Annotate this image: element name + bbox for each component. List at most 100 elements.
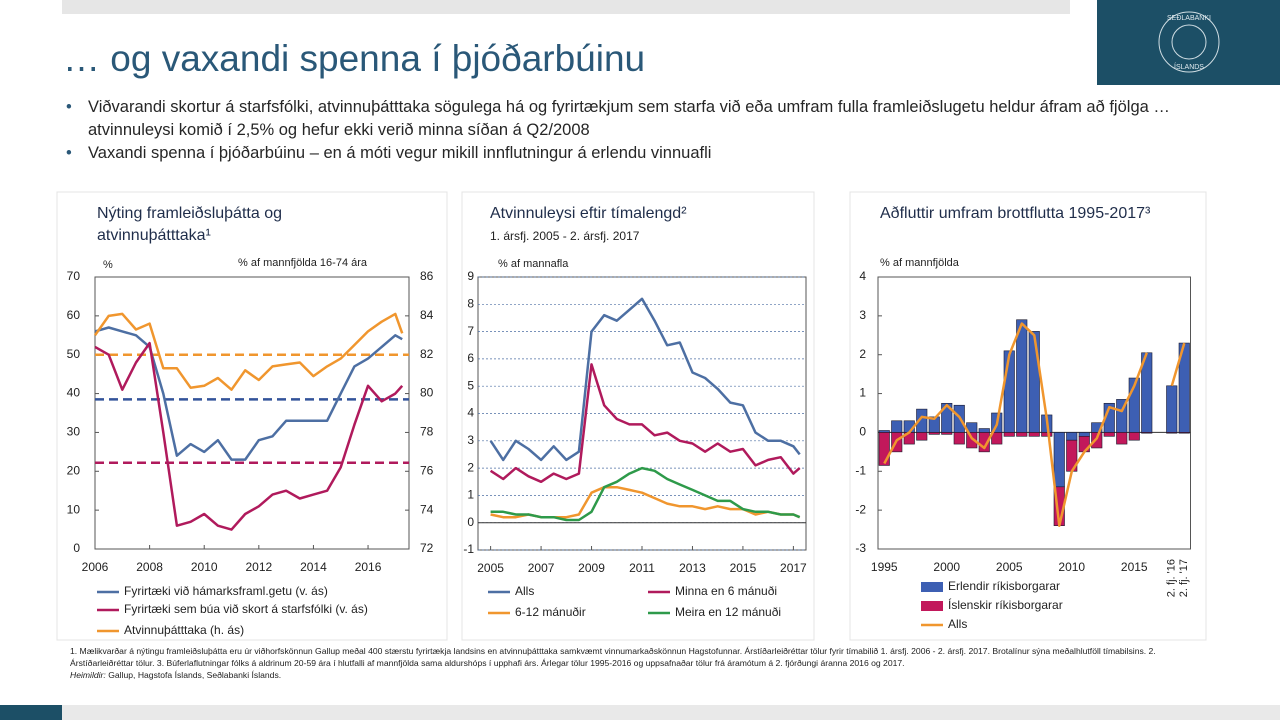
- footnote: 1. Mælikvarðar á nýtingu framleiðsluþátt…: [70, 645, 1210, 681]
- logo-text: SEÐLABANKI: [1167, 15, 1211, 22]
- series-line: [490, 485, 801, 519]
- x-tick-label: 2012: [245, 560, 272, 574]
- series-line: [94, 326, 403, 461]
- y-tick-label: 60: [67, 308, 81, 322]
- logo-text: ÍSLANDS: [1174, 62, 1204, 71]
- y-axis-label: % af mannafla: [498, 258, 569, 270]
- bullet: Vaxandi spenna í þjóðarbúinu – en á móti…: [66, 142, 1248, 165]
- plot-frame: [94, 276, 410, 550]
- legend-label: Atvinnuþátttaka (h. ás): [124, 623, 244, 637]
- bar: [966, 432, 978, 449]
- bar: [1116, 432, 1128, 445]
- chart-frame: [56, 191, 448, 641]
- bottom-strip: [62, 705, 1280, 720]
- legend-label: Fyrirtæki við hámarksframl.getu (v. ás): [124, 584, 328, 598]
- legend-label: Íslenskir ríkisborgarar: [948, 597, 1063, 612]
- y-tick-label: 3: [467, 433, 474, 447]
- bar: [1028, 331, 1040, 433]
- series-line: [489, 297, 801, 462]
- x-tick-label: 1995: [871, 560, 898, 574]
- logo-box: [1097, 0, 1280, 85]
- chart-title: Nýting framleiðsluþátta og atvinnuþáttta…: [97, 205, 282, 244]
- y-tick-label: 6: [467, 351, 474, 365]
- x-tick-label: 2005: [477, 561, 504, 575]
- y-tick-label: 4: [859, 269, 866, 283]
- x-tick-label: 2017: [780, 561, 807, 575]
- series-line: [93, 312, 404, 391]
- y-tick-label: 0: [73, 541, 80, 555]
- x-tick-label: 2009: [578, 561, 605, 575]
- x-tick-label: 2013: [679, 561, 706, 575]
- chart-subtitle: 1. ársfj. 2005 - 2. ársfj. 2017: [490, 229, 640, 243]
- series-line: [883, 322, 1186, 527]
- y-tick-label: 30: [67, 425, 81, 439]
- y2-tick-label: 74: [420, 502, 434, 516]
- legend-label: 6-12 mánuðir: [515, 605, 586, 619]
- bar: [1103, 432, 1115, 437]
- bar: [1053, 432, 1065, 488]
- bar: [1016, 319, 1028, 433]
- slide-title: … og vaxandi spenna í þjóðarbúinu: [63, 38, 646, 79]
- legend-label: Minna en 6 mánuði: [675, 584, 777, 598]
- x-tick-label: 2006: [82, 560, 109, 574]
- legend-swatch: [921, 582, 943, 592]
- bar: [941, 432, 953, 435]
- y2-tick-label: 80: [420, 386, 434, 400]
- y2-tick-label: 76: [420, 463, 434, 477]
- bar: [1166, 432, 1178, 434]
- y2-axis-label: % af mannfjölda 16-74 ára: [238, 257, 368, 269]
- x-tick-label: 2008: [136, 560, 163, 574]
- plot-frame: [877, 276, 1191, 550]
- bullet-list: Viðvarandi skortur á starfsfólki, atvinn…: [62, 96, 1248, 165]
- x-tick-label: 2015: [730, 561, 757, 575]
- bar: [878, 432, 890, 466]
- x-tick-label: 2005: [996, 560, 1023, 574]
- series-line: [94, 341, 404, 531]
- logo-seal: [1158, 11, 1220, 73]
- x-tick-label: 2016: [355, 560, 382, 574]
- y-tick-label: 0: [859, 425, 866, 439]
- y-tick-label: 2: [467, 460, 474, 474]
- y-tick-label: -3: [855, 541, 866, 555]
- bar: [891, 420, 903, 433]
- bar: [1028, 432, 1040, 437]
- legend-label: Meira en 12 mánuði: [675, 605, 781, 619]
- legend-swatch: [921, 601, 943, 611]
- series-line: [489, 363, 801, 484]
- y-tick-label: 2: [859, 347, 866, 361]
- legend-label: Fyrirtæki sem búa við skort á starfsfólk…: [124, 602, 368, 616]
- x-tick-label: 2014: [300, 560, 327, 574]
- y-tick-label: -1: [463, 542, 474, 556]
- x-tick-label: 2. fj. '17: [1178, 559, 1190, 597]
- bar: [1066, 432, 1078, 441]
- y-tick-label: 8: [467, 296, 474, 310]
- legend-label: Alls: [515, 584, 534, 598]
- x-tick-label: 2010: [1058, 560, 1085, 574]
- chart-title: Atvinnuleysi eftir tímalengd²: [490, 205, 687, 222]
- bar: [1166, 385, 1178, 433]
- top-strip: [62, 0, 1070, 14]
- bar: [1141, 432, 1153, 434]
- y2-tick-label: 86: [420, 269, 434, 283]
- y2-tick-label: 78: [420, 425, 434, 439]
- x-tick-label: 2. fj. '16: [1166, 559, 1178, 597]
- bar: [1178, 432, 1190, 434]
- chart-title: Aðfluttir umfram brottflutta 1995-2017³: [880, 205, 1151, 222]
- bullet: Viðvarandi skortur á starfsfólki, atvinn…: [66, 96, 1248, 142]
- y2-tick-label: 82: [420, 347, 434, 361]
- chart-frame: [849, 191, 1207, 641]
- x-tick-label: 2010: [191, 560, 218, 574]
- y-tick-label: 70: [67, 269, 81, 283]
- y2-tick-label: 84: [420, 308, 434, 322]
- bar: [1041, 432, 1053, 437]
- x-tick-label: 2007: [528, 561, 555, 575]
- y-tick-label: 0: [467, 515, 474, 529]
- x-tick-label: 2000: [933, 560, 960, 574]
- series-line: [490, 466, 801, 522]
- y-tick-label: 4: [467, 406, 474, 420]
- y2-tick-label: 72: [420, 541, 434, 555]
- bar: [978, 428, 990, 433]
- bar: [1128, 432, 1140, 441]
